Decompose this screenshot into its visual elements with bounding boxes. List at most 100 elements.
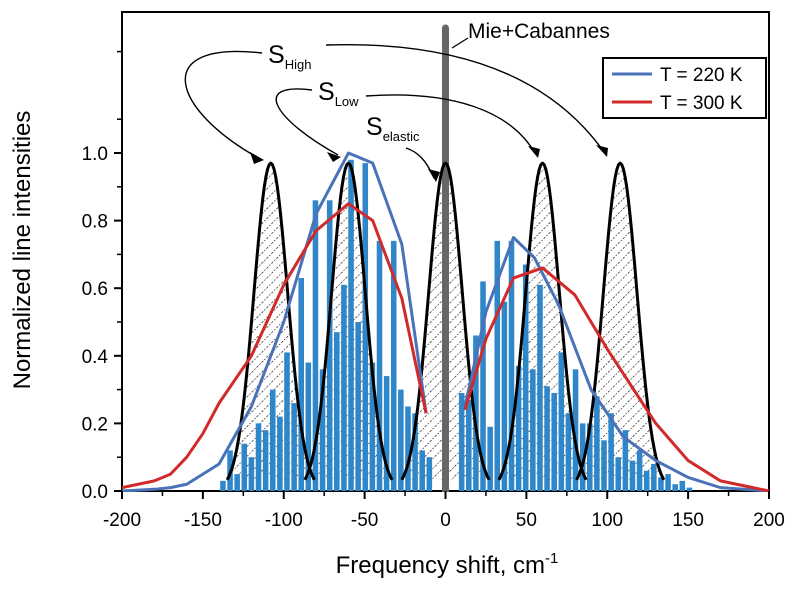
bar [341, 284, 347, 491]
x-tick-label: 100 [591, 510, 623, 531]
bar [277, 416, 283, 491]
peak-line [303, 161, 394, 481]
bar [530, 369, 536, 491]
bar [269, 389, 276, 491]
bar [298, 278, 304, 491]
arrowhead [327, 152, 341, 162]
bar [658, 477, 664, 491]
series-line-220k [122, 151, 428, 492]
bar [665, 474, 671, 491]
elastic-line-label: Mie+Cabannes [468, 20, 610, 43]
elastic-label-leader [451, 37, 469, 49]
series-line-300k [463, 266, 770, 492]
s-low-label: SLow [318, 78, 359, 109]
bar [594, 396, 600, 491]
bar [572, 369, 579, 491]
bar [369, 362, 376, 491]
y-axis-title: Normalized line intensities [9, 111, 36, 390]
peak-line [497, 161, 588, 481]
s-low-arrow-left [275, 88, 339, 156]
bar [305, 362, 312, 491]
x-axis-title: Frequency shift, cm-1 [336, 550, 559, 579]
peak-line [225, 161, 316, 481]
peak-line [575, 161, 666, 481]
bar [487, 426, 493, 491]
bar [651, 463, 657, 491]
bar [522, 264, 529, 491]
bar [494, 240, 501, 491]
x-tick-label: 150 [672, 510, 704, 531]
x-tick-label: 200 [753, 510, 785, 531]
series-lines [122, 151, 770, 492]
bar [501, 301, 508, 491]
bar [636, 450, 643, 491]
bar [319, 369, 326, 491]
peak-lines [225, 161, 666, 481]
bar [376, 240, 383, 491]
x-tick-label: -150 [184, 510, 222, 531]
bar [551, 392, 557, 491]
series-line-220k [463, 236, 770, 492]
arrowhead [250, 152, 264, 164]
arrowhead [428, 169, 440, 182]
s-elastic-arrow [405, 147, 435, 179]
series-line-300k [122, 202, 428, 490]
bar [390, 240, 397, 491]
bar [284, 352, 290, 491]
y-tick-label: 0.4 [82, 347, 109, 368]
bar [362, 163, 369, 491]
legend-label-300: T = 300 K [660, 93, 743, 114]
x-tick-label: -100 [265, 510, 303, 531]
bar [537, 284, 543, 491]
peak-line [400, 161, 491, 481]
annotations: Mie+Cabannes SHigh SLow Selastic [184, 20, 610, 182]
bar [291, 403, 297, 491]
bar [220, 480, 226, 491]
bar [326, 200, 333, 491]
bar [558, 352, 565, 491]
bar [255, 423, 262, 491]
bar [544, 386, 550, 491]
bar [587, 423, 593, 491]
bar [579, 423, 586, 491]
y-tick-label: 0.2 [82, 414, 108, 435]
bar [419, 450, 425, 491]
bar [672, 484, 678, 491]
s-elastic-label: Selastic [366, 113, 420, 144]
arrowhead [596, 145, 608, 157]
x-tick-label: 50 [516, 510, 537, 531]
bar [262, 430, 269, 491]
bar [679, 480, 686, 491]
bar [412, 413, 418, 491]
s-high-label: SHigh [268, 41, 311, 72]
y-tick-label: 0.6 [82, 279, 108, 300]
peak-hatch [227, 163, 315, 480]
bar [234, 474, 240, 491]
bar [629, 460, 636, 491]
bar [473, 335, 479, 491]
bar [398, 389, 404, 491]
bar [622, 430, 629, 491]
bar [515, 365, 522, 491]
s-low-arrow-right [365, 94, 536, 154]
s-high-arrow-right [325, 43, 605, 153]
bar [601, 440, 607, 491]
bar [615, 457, 622, 491]
bar [466, 399, 472, 491]
y-tick-label: 1.0 [82, 144, 108, 165]
s-high-arrow-left [184, 50, 263, 161]
y-tick-label: 0.8 [82, 212, 108, 233]
bar [334, 332, 340, 491]
bar [458, 392, 465, 491]
legend-box [602, 57, 767, 119]
bar [312, 200, 319, 491]
bar [686, 487, 693, 491]
x-tick-label: -200 [103, 510, 141, 531]
y-tick-label: 0.0 [82, 482, 108, 503]
axes: -200 -150 -100 -50 0 50 100 150 200 0.0 0.2 0.4 0.6 0… [82, 50, 785, 531]
bar [348, 159, 354, 491]
bar-group [220, 159, 693, 491]
bar [565, 413, 572, 491]
bar [480, 281, 486, 491]
